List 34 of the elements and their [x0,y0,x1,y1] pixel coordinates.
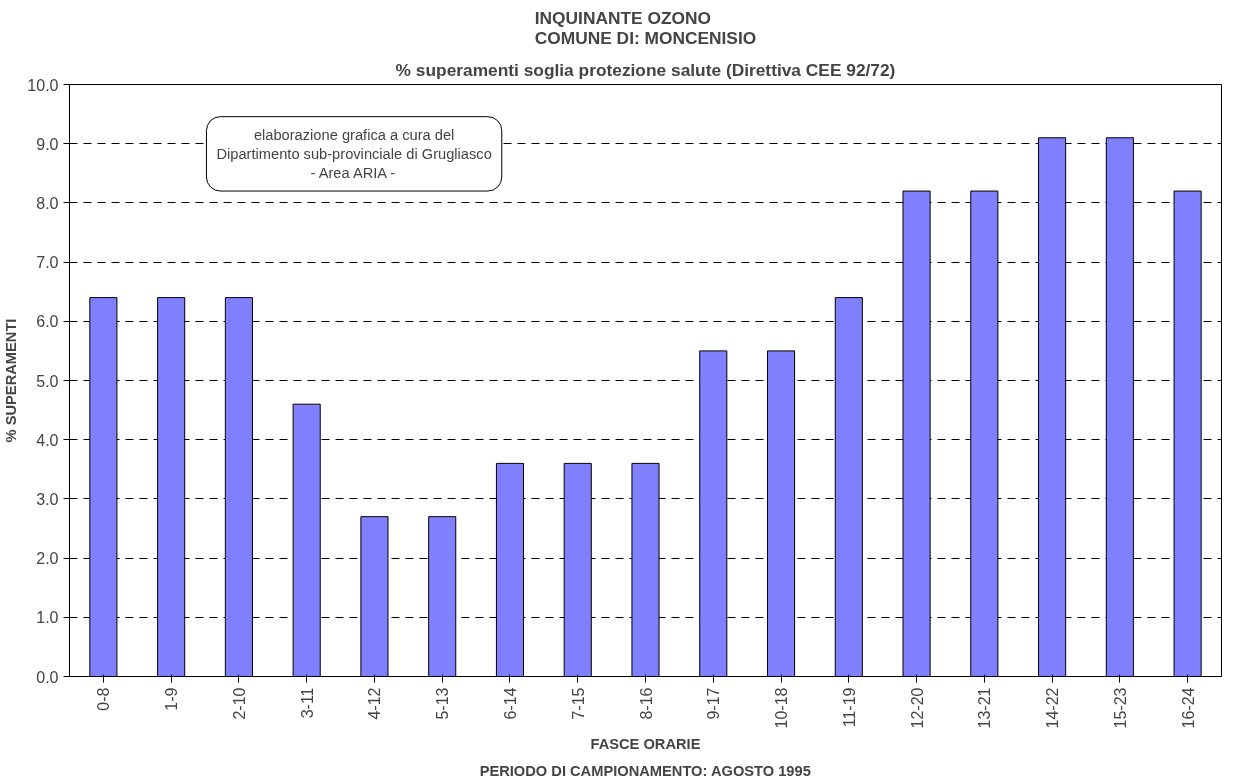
y-tick-label: 9.0 [36,135,59,153]
y-tick-label: 10.0 [27,76,59,94]
x-tick-label: 11-19 [840,687,858,728]
y-tick-label: 7.0 [36,254,59,272]
y-tick-label: 0.0 [36,668,59,686]
x-tick-label: 5-13 [434,687,452,720]
x-tick-label: 8-16 [637,687,655,720]
x-tick-label: 1-9 [163,687,181,711]
x-tick-label: 7-15 [569,687,587,720]
x-tick-label: 16-24 [1179,687,1197,729]
y-tick-label: 6.0 [36,313,59,331]
x-tick-label: 12-20 [908,687,926,729]
annotation: elaborazione grafica a cura del Dipartimento sub-provinciale di Grugliasco - Area ARIA - [216,126,492,182]
x-axis-title: FASCE ORARIE [590,736,701,753]
text: PERIODO DI CAMPIONAMENTO: AGOSTO 1995 [479,762,811,779]
y-tick-label: 4.0 [36,431,59,449]
x-tick-label: 10-18 [773,687,791,729]
x-tick-label: 9-17 [705,687,723,720]
y-tick-label: 8.0 [36,194,59,212]
chart-subtitle: % superamenti soglia protezione salute (Direttiva CEE 92/72) [395,59,896,80]
x-tick-label: 6-14 [501,687,519,720]
y-tick-label: 3.0 [36,490,59,508]
y-tick-label: 5.0 [36,372,59,390]
y-axis-title: % SUPERAMENTI [3,318,20,443]
x-tick-label: 2-10 [230,687,248,720]
y-tick-label: 1.0 [36,609,59,627]
x-tick-label: 4-12 [366,687,384,720]
x-tick-label: 0-8 [95,687,113,711]
y-tick-label: 2.0 [36,550,59,568]
x-tick-label: 3-11 [298,687,316,719]
x-tick-label: 13-21 [976,687,994,729]
x-tick-label: 14-22 [1044,687,1062,729]
chart-title: INQUINANTE OZONO COMUNE DI: MONCENISIO [534,7,757,48]
x-tick-label: 15-23 [1111,687,1129,729]
